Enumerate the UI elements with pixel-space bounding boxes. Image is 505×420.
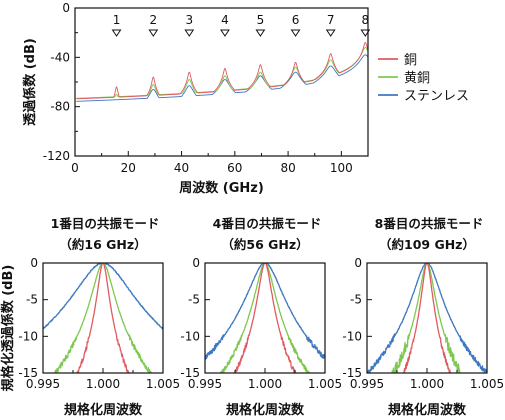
main-x-tick-label: 0 — [71, 161, 79, 175]
peak-marker-triangle — [360, 29, 371, 37]
peak-marker-label: 1 — [113, 13, 121, 27]
peak-marker-triangle — [325, 29, 336, 37]
zoom-x-axis-label: 規格化周波数 — [226, 402, 305, 418]
zoom-y-tick-label: -5 — [26, 293, 38, 307]
zoom-panel-3: 8番目の共振モード （約109 GHz） 0.995 1.000 1.005 0 -5 -10… — [342, 216, 504, 418]
zoom-series-group — [205, 263, 325, 373]
peak-marker-label: 4 — [221, 13, 229, 27]
zoom-x-tick-label: 1.005 — [146, 377, 180, 391]
peak-marker-triangle — [111, 29, 122, 37]
legend-label: 黄銅 — [404, 71, 430, 86]
main-x-tick-label: 100 — [330, 161, 353, 175]
zoom-series-group — [43, 263, 163, 373]
main-x-tick-label: 20 — [121, 161, 136, 175]
zoom-series-line-1 — [390, 263, 461, 373]
zoom-x-tick-label: 1.005 — [308, 377, 342, 391]
zoom-title-line2: （約56 GHz） — [221, 237, 308, 252]
zoom-x-axis-label: 規格化周波数 — [388, 402, 467, 418]
zoom-panel-1: 1番目の共振モード （約16 GHz） 0.995 1.000 1.005 0 -5 -10 -… — [18, 216, 180, 418]
zoom-x-tick-label: 0.995 — [350, 377, 384, 391]
peak-marker-triangle — [148, 29, 159, 37]
zoom-y-tick-label: -5 — [188, 293, 200, 307]
zoom-y-tick-label: -15 — [342, 366, 362, 380]
zoom-series-line-2 — [43, 263, 163, 330]
main-peak-markers: 1 2 3 4 5 6 7 8 — [111, 13, 371, 37]
main-x-tick-label: 80 — [280, 161, 295, 175]
main-x-axis-label: 周波数 (GHz) — [179, 180, 264, 196]
zoom-y-tick-label: -10 — [342, 329, 362, 343]
peak-marker-triangle — [220, 29, 230, 37]
peak-marker-label: 2 — [149, 13, 157, 27]
zoom-y-tick-label: -15 — [18, 366, 38, 380]
zoom-charts: 1番目の共振モード （約16 GHz） 0.995 1.000 1.005 0 -5 -10 -… — [18, 216, 504, 418]
zoom-plot-frame — [42, 262, 164, 374]
zoom-title-line2: （約109 GHz） — [379, 237, 475, 252]
zoom-title-line1: 4番目の共振モード — [213, 216, 322, 231]
peak-marker-triangle — [290, 29, 301, 37]
main-y-tick-label: 0 — [62, 1, 70, 15]
zoom-shared-y-axis-label: 規格化透過係数 (dB) — [0, 265, 16, 392]
peak-marker-label: 8 — [362, 13, 370, 27]
zoom-series-line-0 — [233, 263, 297, 373]
peak-marker-label: 7 — [327, 13, 335, 27]
main-y-tick-label: -40 — [50, 50, 70, 64]
zoom-series-group — [367, 263, 487, 373]
zoom-x-tick-label: 1.000 — [86, 377, 120, 391]
main-series-line-0 — [76, 42, 368, 100]
peak-marker-triangle — [184, 29, 195, 37]
zoom-series-line-2 — [367, 263, 487, 373]
peak-marker-label: 5 — [257, 13, 265, 27]
zoom-x-tick-label: 0.995 — [188, 377, 222, 391]
zoom-y-tick-label: -10 — [180, 329, 200, 343]
zoom-x-axis-label: 規格化周波数 — [64, 402, 143, 418]
main-series-line-1 — [76, 47, 368, 99]
zoom-x-tick-label: 1.000 — [410, 377, 444, 391]
main-y-axis-label: 透過係数 (dB) — [22, 38, 38, 126]
zoom-series-line-1 — [220, 263, 310, 373]
zoom-y-tick-label: -15 — [180, 366, 200, 380]
zoom-plot-frame — [366, 262, 488, 374]
main-chart: 0 20 40 60 80 100 0 -40 -80 -120 1 2 3 4 5 6 7 8 透過係数 (d… — [22, 1, 469, 196]
zoom-x-tick-label: 1.000 — [248, 377, 282, 391]
legend-label: 銅 — [404, 53, 417, 68]
zoom-y-tick-label: 0 — [354, 256, 362, 270]
zoom-y-tick-label: -5 — [350, 293, 362, 307]
zoom-panel-2: 4番目の共振モード （約56 GHz） 0.995 1.000 1.005 0 -5 -10 -… — [180, 216, 342, 418]
peak-marker-label: 3 — [185, 13, 193, 27]
zoom-title-line1: 8番目の共振モード — [375, 216, 484, 231]
zoom-title-line2: （約16 GHz） — [59, 237, 146, 252]
main-series-line-2 — [76, 54, 368, 102]
main-y-tick-label: -80 — [50, 100, 70, 114]
main-x-tick-label: 40 — [174, 161, 189, 175]
zoom-series-line-1 — [54, 263, 152, 373]
peak-marker-label: 6 — [292, 13, 300, 27]
zoom-y-tick-label: 0 — [192, 256, 200, 270]
zoom-y-tick-label: -10 — [18, 329, 38, 343]
zoom-y-tick-label: 0 — [30, 256, 38, 270]
main-x-tick-label: 60 — [227, 161, 242, 175]
zoom-x-tick-label: 1.005 — [470, 377, 504, 391]
main-y-tick-label: -120 — [43, 149, 70, 163]
peak-marker-triangle — [255, 29, 266, 37]
zoom-title-line1: 1番目の共振モード — [51, 216, 160, 231]
main-series-group — [76, 42, 368, 102]
legend-label: ステンレス — [404, 89, 469, 104]
zoom-x-tick-label: 0.995 — [26, 377, 60, 391]
main-ticks: 0 20 40 60 80 100 0 -40 -80 -120 — [43, 1, 353, 175]
zoom-series-line-2 — [205, 263, 325, 361]
zoom-plot-frame — [204, 262, 326, 374]
zoom-series-line-0 — [403, 263, 452, 373]
